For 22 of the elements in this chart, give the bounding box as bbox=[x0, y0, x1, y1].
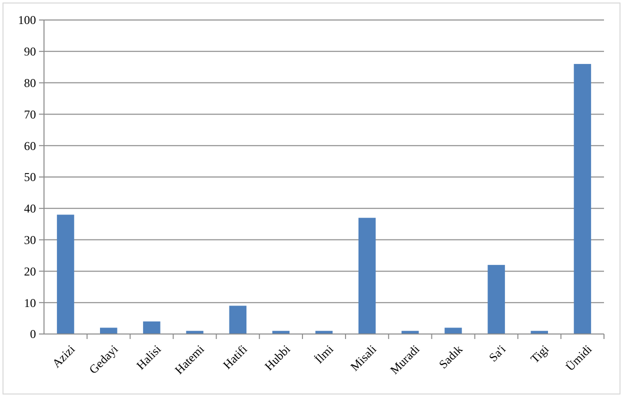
y-tick-label: 50 bbox=[24, 170, 36, 184]
bar bbox=[488, 264, 505, 334]
y-tick-label: 60 bbox=[24, 138, 36, 153]
y-tick-label: 10 bbox=[24, 296, 36, 310]
y-tick-label: 0 bbox=[30, 327, 36, 342]
bar bbox=[358, 218, 376, 334]
bar bbox=[574, 64, 592, 334]
x-tick-label: Tigi bbox=[528, 342, 552, 366]
x-tick-label: İlmi bbox=[312, 342, 337, 366]
y-tick-label: 40 bbox=[24, 202, 36, 216]
bar bbox=[444, 328, 462, 334]
y-tick-label: 100 bbox=[18, 13, 36, 28]
bar bbox=[100, 328, 118, 334]
x-tick-label: Sa'i bbox=[486, 342, 509, 364]
bar bbox=[229, 306, 246, 334]
bar bbox=[56, 214, 74, 334]
y-tick-label: 70 bbox=[24, 107, 36, 122]
bar bbox=[143, 321, 160, 334]
y-tick-label: 20 bbox=[24, 264, 36, 278]
y-tick-label: 80 bbox=[24, 76, 36, 90]
y-tick-label: 30 bbox=[24, 233, 36, 247]
y-tick-label: 90 bbox=[24, 44, 36, 59]
